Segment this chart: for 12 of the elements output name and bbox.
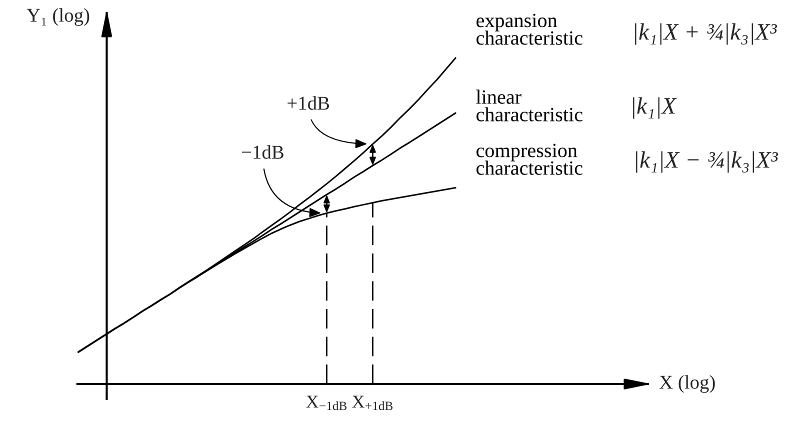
series-label: compression characteristic (476, 144, 582, 175)
x-tick-label: X$_{+1dB}$ (352, 396, 393, 410)
series-label: expansion characteristic (476, 14, 582, 45)
series-label: linear characteristic (476, 90, 582, 122)
annotation: +1dB (288, 96, 330, 110)
annotation: −1dB (242, 145, 284, 159)
y-axis-title: Y₁ (log) (26, 8, 90, 26)
text: |k₁|X + ¾|k₃|X³ (635, 23, 778, 45)
text: |k₁|X (633, 97, 677, 119)
text: X (log) (659, 375, 715, 393)
text: |k₁|X − ¾|k₃|X³ (636, 151, 778, 173)
x-tick-label: X$_{−1dB}$ (306, 396, 347, 410)
